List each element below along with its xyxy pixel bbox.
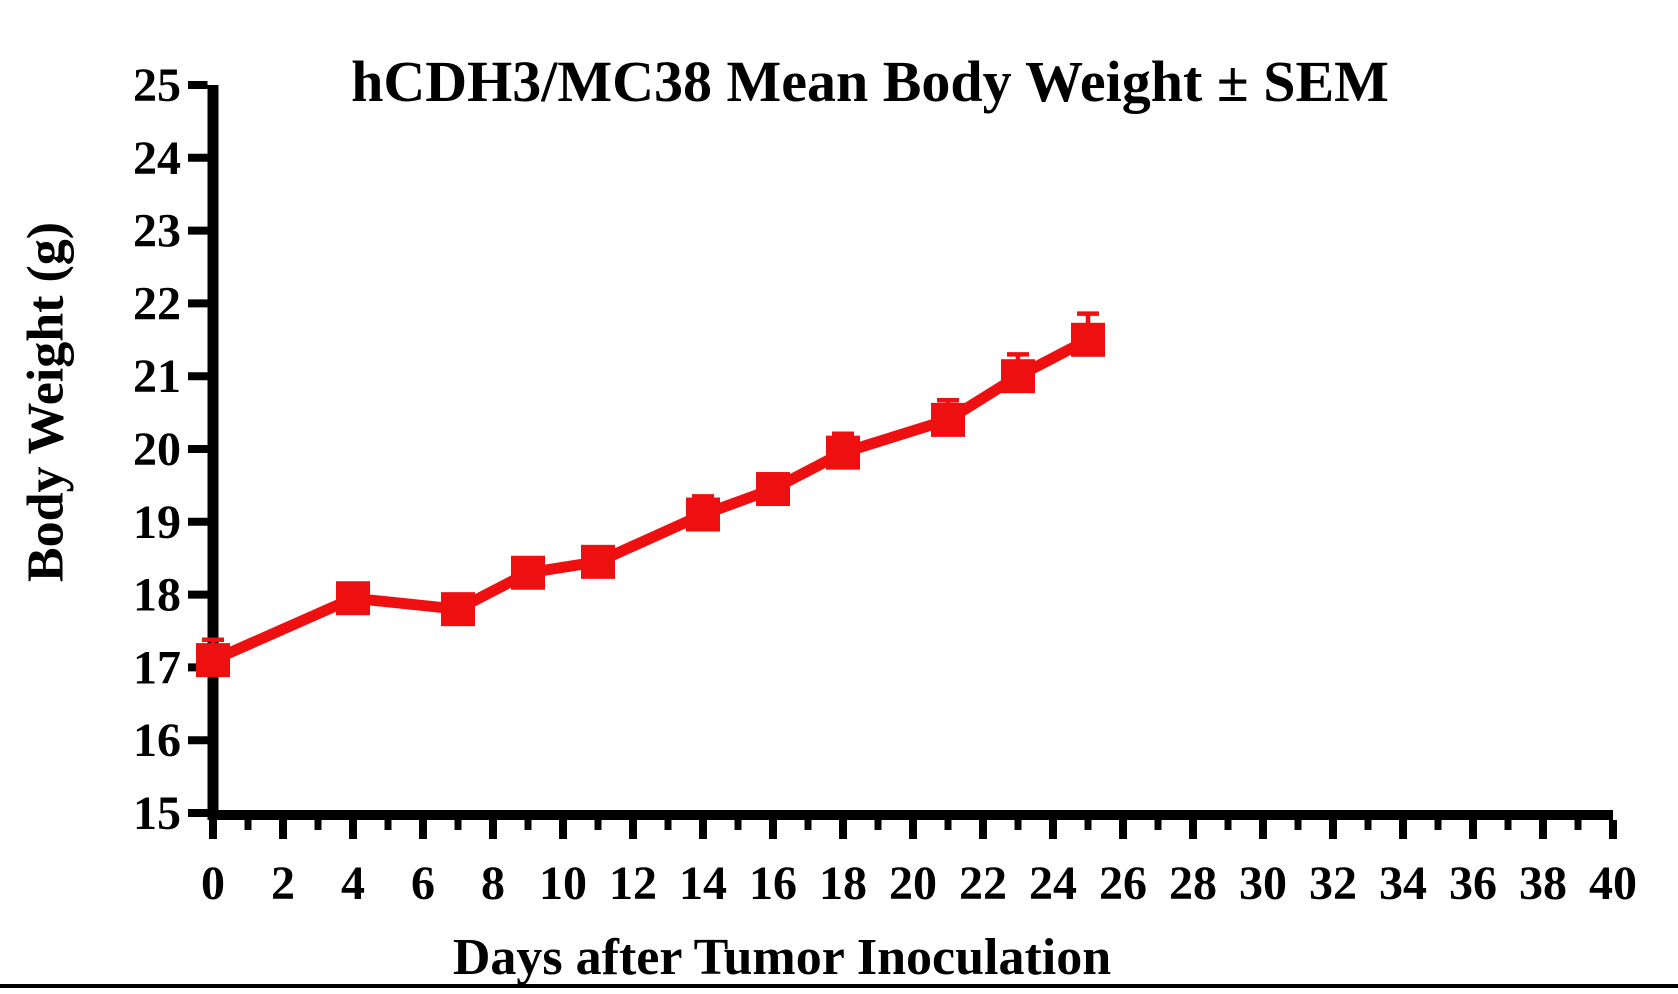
data-point-marker bbox=[336, 581, 370, 616]
y-tick-label: 15 bbox=[133, 787, 181, 840]
y-tick-label: 16 bbox=[133, 714, 181, 767]
x-tick-label: 6 bbox=[411, 857, 435, 910]
data-point-marker bbox=[1071, 322, 1105, 357]
x-tick-label: 28 bbox=[1169, 857, 1217, 910]
y-tick-label: 17 bbox=[133, 641, 181, 694]
x-tick-label: 40 bbox=[1589, 857, 1637, 910]
x-tick-label: 16 bbox=[749, 857, 797, 910]
y-tick-label: 24 bbox=[133, 132, 181, 185]
y-tick-label: 20 bbox=[133, 423, 181, 476]
data-point-marker bbox=[196, 643, 230, 678]
x-tick-label: 38 bbox=[1519, 857, 1567, 910]
data-point-marker bbox=[826, 435, 860, 470]
x-tick-label: 14 bbox=[679, 857, 727, 910]
data-point-marker bbox=[511, 555, 545, 590]
y-tick-label: 21 bbox=[133, 350, 181, 403]
x-axis-title: Days after Tumor Inoculation bbox=[452, 929, 1112, 986]
y-tick-label: 23 bbox=[133, 205, 181, 258]
y-tick-label: 18 bbox=[133, 569, 181, 622]
x-tick-label: 0 bbox=[201, 857, 225, 910]
data-point-marker bbox=[441, 592, 475, 627]
x-tick-label: 10 bbox=[539, 857, 587, 910]
chart-title: hCDH3/MC38 Mean Body Weight ± SEM bbox=[351, 49, 1389, 114]
x-tick-label: 26 bbox=[1099, 857, 1147, 910]
data-point-marker bbox=[931, 402, 965, 437]
y-tick-label: 25 bbox=[133, 59, 181, 112]
bottom-divider-line bbox=[0, 984, 1678, 988]
x-tick-label: 2 bbox=[271, 857, 295, 910]
y-tick-label: 19 bbox=[133, 496, 181, 549]
data-point-marker bbox=[756, 472, 790, 507]
x-tick-label: 4 bbox=[341, 857, 365, 910]
y-tick-label: 22 bbox=[133, 277, 181, 330]
x-tick-label: 8 bbox=[481, 857, 505, 910]
x-tick-label: 36 bbox=[1449, 857, 1497, 910]
data-point-marker bbox=[686, 497, 720, 532]
x-tick-label: 24 bbox=[1029, 857, 1077, 910]
x-tick-label: 34 bbox=[1379, 857, 1427, 910]
x-tick-label: 30 bbox=[1239, 857, 1287, 910]
data-point-marker bbox=[1001, 359, 1035, 394]
x-tick-label: 20 bbox=[889, 857, 937, 910]
x-tick-label: 32 bbox=[1309, 857, 1357, 910]
data-point-marker bbox=[581, 544, 615, 579]
x-tick-label: 22 bbox=[959, 857, 1007, 910]
x-tick-label: 18 bbox=[819, 857, 867, 910]
x-tick-label: 12 bbox=[609, 857, 657, 910]
